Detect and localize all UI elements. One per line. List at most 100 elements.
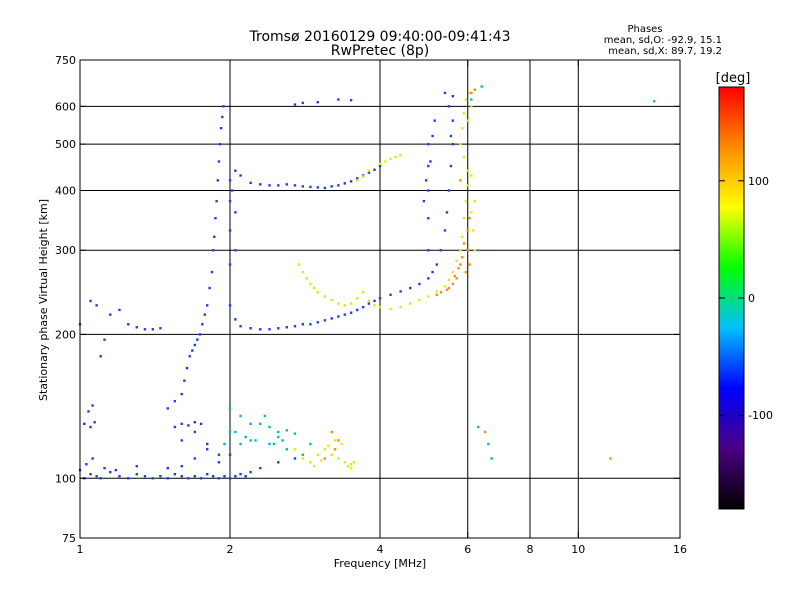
data-point (188, 355, 191, 358)
data-point (213, 235, 216, 239)
data-point (323, 295, 327, 298)
data-point (464, 98, 468, 101)
data-point (297, 263, 301, 266)
data-point (461, 256, 464, 259)
data-point (99, 355, 102, 358)
data-point (480, 85, 483, 88)
y-tick-label: 500 (55, 138, 76, 151)
data-point (609, 457, 612, 460)
data-point (309, 323, 312, 326)
data-point (259, 422, 262, 426)
data-point (203, 313, 206, 316)
data-point (234, 475, 237, 478)
y-tick-label: 300 (55, 244, 76, 257)
data-point (234, 211, 237, 214)
data-point (228, 453, 232, 456)
data-point (143, 328, 147, 331)
data-point (285, 429, 288, 432)
data-point (462, 112, 466, 115)
data-point (301, 453, 305, 456)
data-point (330, 298, 333, 302)
data-point (180, 439, 183, 442)
data-point (389, 293, 392, 297)
data-point (427, 142, 430, 146)
data-point (234, 249, 237, 252)
data-point (293, 103, 297, 106)
data-point (409, 302, 412, 305)
data-point (330, 317, 333, 320)
data-point (228, 430, 232, 434)
data-point (180, 464, 183, 468)
data-point (367, 302, 371, 305)
data-point (301, 457, 305, 460)
data-point (223, 442, 226, 446)
data-point (166, 477, 169, 480)
data-point (451, 270, 455, 274)
data-point (459, 249, 462, 252)
data-point (431, 134, 434, 138)
data-point (205, 442, 209, 446)
data-point (211, 475, 215, 478)
data-point (305, 277, 308, 280)
data-point (173, 425, 177, 429)
data-point (249, 422, 252, 426)
data-points (78, 85, 656, 480)
data-point (91, 457, 94, 460)
data-point (83, 422, 86, 426)
data-point (199, 422, 203, 426)
y-tick-label: 750 (55, 54, 76, 67)
y-tick-label: 400 (55, 184, 76, 197)
data-point (427, 249, 430, 252)
data-point (309, 282, 312, 286)
data-point (378, 305, 382, 309)
data-point (91, 404, 94, 407)
data-point (316, 291, 319, 294)
data-point (180, 475, 183, 478)
data-point (349, 302, 353, 305)
data-point (427, 164, 430, 168)
data-point (464, 199, 468, 203)
data-point (462, 242, 466, 245)
data-point (337, 184, 340, 187)
data-point (394, 155, 397, 159)
data-point (228, 304, 232, 307)
data-point (355, 308, 359, 312)
data-point (249, 439, 252, 442)
x-tick-label: 6 (464, 543, 471, 556)
data-point (221, 115, 224, 119)
data-point (378, 162, 382, 165)
data-point (343, 304, 347, 307)
data-point (447, 189, 451, 192)
data-point (259, 466, 262, 470)
y-tick-label: 75 (62, 532, 76, 545)
data-point (87, 410, 90, 413)
data-point (211, 249, 215, 252)
data-point (373, 168, 376, 171)
data-point (333, 448, 337, 451)
data-point (466, 119, 469, 122)
data-point (208, 286, 211, 290)
stats-x-mode: mean, sd,X: 89.7, 19.2 (608, 46, 722, 57)
data-point (343, 461, 347, 464)
data-point (343, 313, 347, 316)
data-point (361, 291, 365, 294)
data-point (464, 270, 468, 274)
data-point (466, 184, 469, 187)
data-point (373, 304, 376, 307)
data-point (373, 299, 376, 303)
data-point (470, 105, 473, 108)
data-point (367, 169, 371, 172)
data-point (228, 407, 232, 410)
data-point (389, 307, 392, 311)
data-point (281, 439, 284, 442)
data-point (455, 277, 458, 280)
data-point (355, 297, 359, 300)
x-tick-label: 16 (673, 543, 687, 556)
data-point (215, 199, 218, 203)
data-point (477, 425, 480, 429)
grid-lines (80, 60, 680, 538)
data-point (355, 177, 359, 180)
data-point (135, 472, 138, 476)
data-point (477, 249, 480, 252)
data-point (424, 179, 428, 182)
